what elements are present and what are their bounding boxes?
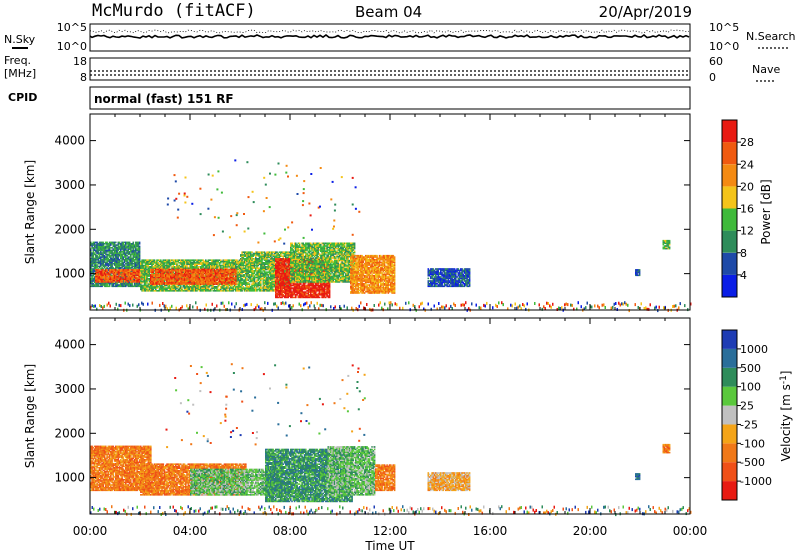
freq-label: Freq.: [4, 54, 31, 67]
time-tick-label: 08:00: [273, 524, 308, 538]
cpid-label: CPID: [8, 91, 37, 104]
freq-right-top: 60: [709, 55, 723, 68]
beam-title: Beam 04: [355, 3, 422, 21]
velocity-cbar-swatch: [722, 443, 737, 463]
power-cbar-label: 12: [740, 225, 754, 238]
cpid-text: normal (fast) 151 RF: [94, 92, 234, 106]
power-cbar-label: 4: [740, 269, 747, 282]
time-axis: 00:00 04:00 08:00 12:00 16:00 20:00 00:00: [73, 524, 708, 538]
velocity-cbar-label: 500: [740, 362, 761, 375]
power-cbar-swatch: [722, 186, 737, 209]
noise-left-bottom: 10^0: [57, 40, 87, 53]
nave-label: Nave: [752, 63, 780, 76]
velocity-cbar-label: -500: [740, 456, 765, 469]
power-ytick-label: 1000: [54, 267, 85, 281]
velocity-cbar-label: -1000: [740, 475, 772, 488]
power-ytick-label: 3000: [54, 178, 85, 192]
velocity-cbar-swatch: [722, 386, 737, 406]
noise-traces: [89, 29, 690, 39]
mhz-label: [MHz]: [4, 67, 36, 80]
power-cbar-swatch: [722, 120, 737, 143]
power-colorbar: 4 8 12 16 20 24 28: [721, 119, 754, 298]
power-cbar-swatch: [722, 274, 737, 297]
power-echo-region: [150, 268, 237, 285]
power-colorbar-label: Power [dB]: [759, 179, 773, 244]
velocity-colorbar: 1000 500 100 25 -25 -100 -500 -1000: [721, 329, 772, 501]
date-title: 20/Apr/2019: [599, 3, 692, 21]
velocity-cbar-label: 1000: [740, 343, 768, 356]
power-echo-region: [635, 269, 641, 277]
velocity-cbar-swatch: [722, 481, 737, 500]
time-tick-label: 16:00: [473, 524, 508, 538]
power-cbar-label: 20: [740, 180, 754, 193]
velocity-cbar-swatch: [722, 330, 737, 349]
power-cbar-label: 8: [740, 247, 747, 260]
time-tick-label: 04:00: [173, 524, 208, 538]
velocity-echo-region: [327, 446, 376, 496]
noise-left-top: 10^5: [57, 21, 87, 34]
noise-search-trace: [89, 29, 690, 34]
power-sparse-echoes: [166, 159, 361, 245]
velocity-cbar-label: -25: [740, 418, 758, 431]
velocity-heatmap: [90, 363, 692, 517]
velocity-colorbar-label: Velocity [m s-1]: [779, 371, 793, 462]
velocity-cbar-label: -100: [740, 437, 765, 450]
velocity-ytick-label: 3000: [54, 382, 85, 396]
power-axes: 1000 2000 3000 4000: [54, 114, 691, 310]
power-echo-region: [290, 242, 356, 283]
velocity-ytick-label: 2000: [54, 426, 85, 440]
velocity-ytick-label: 4000: [54, 338, 85, 352]
time-tick-label: 12:00: [373, 524, 408, 538]
power-cbar-swatch: [722, 142, 737, 165]
power-ylabel: Slant Range [km]: [23, 160, 37, 264]
power-cbar-label: 16: [740, 203, 754, 216]
velocity-cbar-label: 25: [740, 400, 754, 413]
velocity-cbar-swatch: [722, 348, 737, 368]
power-heatmap: [90, 159, 692, 313]
power-echo-region: [662, 239, 671, 250]
freq-panel: [89, 57, 691, 81]
power-echo-region: [427, 268, 471, 288]
noise-right-top: 10^5: [709, 21, 739, 34]
station-title: McMurdo (fitACF): [92, 1, 256, 21]
nsearch-label: N.Search: [746, 30, 796, 43]
freq-left-bottom: 8: [80, 71, 87, 84]
velocity-cbar-swatch: [722, 367, 737, 387]
noise-sky-trace: [89, 33, 690, 39]
noise-right-bottom: 10^0: [709, 40, 739, 53]
velocity-cbar-swatch: [722, 462, 737, 482]
power-cbar-swatch: [722, 164, 737, 187]
velocity-echo-region: [662, 443, 671, 454]
velocity-axes: 1000 2000 3000 4000: [54, 318, 691, 514]
power-echo-region: [350, 254, 396, 294]
velocity-cbar-swatch: [722, 405, 737, 425]
power-echo-region: [95, 269, 146, 283]
velocity-cbar-label: 100: [740, 381, 761, 394]
noise-panel: [89, 23, 691, 52]
velocity-echo-region: [427, 472, 471, 492]
velocity-ylabel: Slant Range [km]: [23, 364, 37, 468]
power-cbar-swatch: [722, 208, 737, 231]
power-cbar-label: 24: [740, 158, 754, 171]
freq-right-bottom: 0: [709, 71, 716, 84]
freq-left-top: 18: [73, 55, 87, 68]
power-ytick-label: 4000: [54, 134, 85, 148]
velocity-cbar-swatch: [722, 424, 737, 444]
velocity-echo-region: [635, 473, 641, 481]
time-tick-label: 20:00: [573, 524, 608, 538]
velocity-cbar-frame: [721, 329, 738, 501]
power-cbar-swatch: [722, 230, 737, 253]
nsky-label: N.Sky: [4, 33, 36, 46]
cpid-panel: [89, 86, 691, 110]
power-cbar-label: 28: [740, 136, 754, 149]
velocity-sparse-echoes: [165, 363, 366, 449]
power-ytick-label: 2000: [54, 222, 85, 236]
time-tick-label: 00:00: [73, 524, 108, 538]
time-axis-label: Time UT: [364, 539, 415, 553]
power-cbar-swatch: [722, 252, 737, 275]
time-tick-label: 00:00: [673, 524, 708, 538]
velocity-echo-region: [375, 464, 396, 492]
velocity-ytick-label: 1000: [54, 471, 85, 485]
